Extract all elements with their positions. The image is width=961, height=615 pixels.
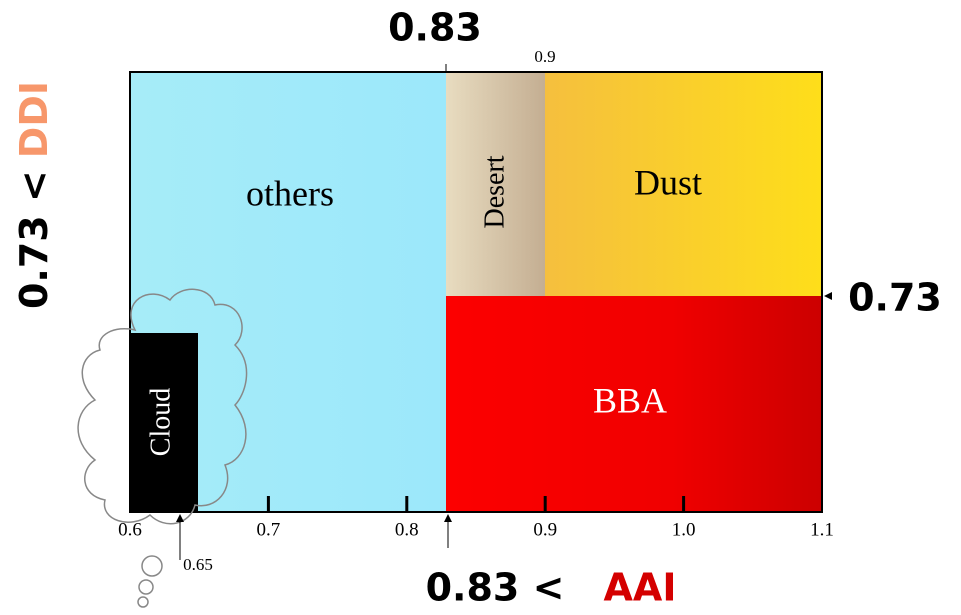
x-tick-label: 1.0	[672, 519, 696, 540]
region-label: Desert	[479, 155, 510, 228]
annotation: 0.65	[183, 555, 213, 574]
annotation: 0.83	[388, 6, 482, 50]
region-label: Cloud	[145, 388, 176, 456]
x-tick-label: 0.9	[533, 519, 557, 540]
region-label: BBA	[593, 380, 667, 420]
arrow-head	[444, 514, 452, 522]
region-label: Dust	[634, 162, 702, 202]
annotation: AAI	[604, 566, 677, 610]
annotation: 0.73 <	[12, 170, 56, 309]
annotation: DDI	[12, 81, 56, 158]
cloud-bubble	[142, 556, 162, 576]
cloud-bubble	[139, 580, 153, 594]
annotation: 0.83 <	[426, 566, 565, 610]
region-label: others	[246, 173, 334, 213]
annotation: 0.73	[848, 276, 942, 320]
diagram: others Desert Dust BBA Cloud 0.6 0.7 0.8 0.…	[0, 0, 961, 610]
cloud-bubble	[138, 597, 148, 607]
annotation: 0.9	[534, 47, 555, 66]
x-tick-label: 0.8	[395, 519, 419, 540]
axis-title: 0.73 < DDI	[12, 81, 56, 309]
x-tick-label: 0.6	[118, 519, 142, 540]
arrow-head	[824, 292, 832, 300]
x-tick-label: 0.7	[257, 519, 281, 540]
arrow-head	[176, 514, 184, 522]
x-tick-label: 1.1	[810, 519, 834, 540]
